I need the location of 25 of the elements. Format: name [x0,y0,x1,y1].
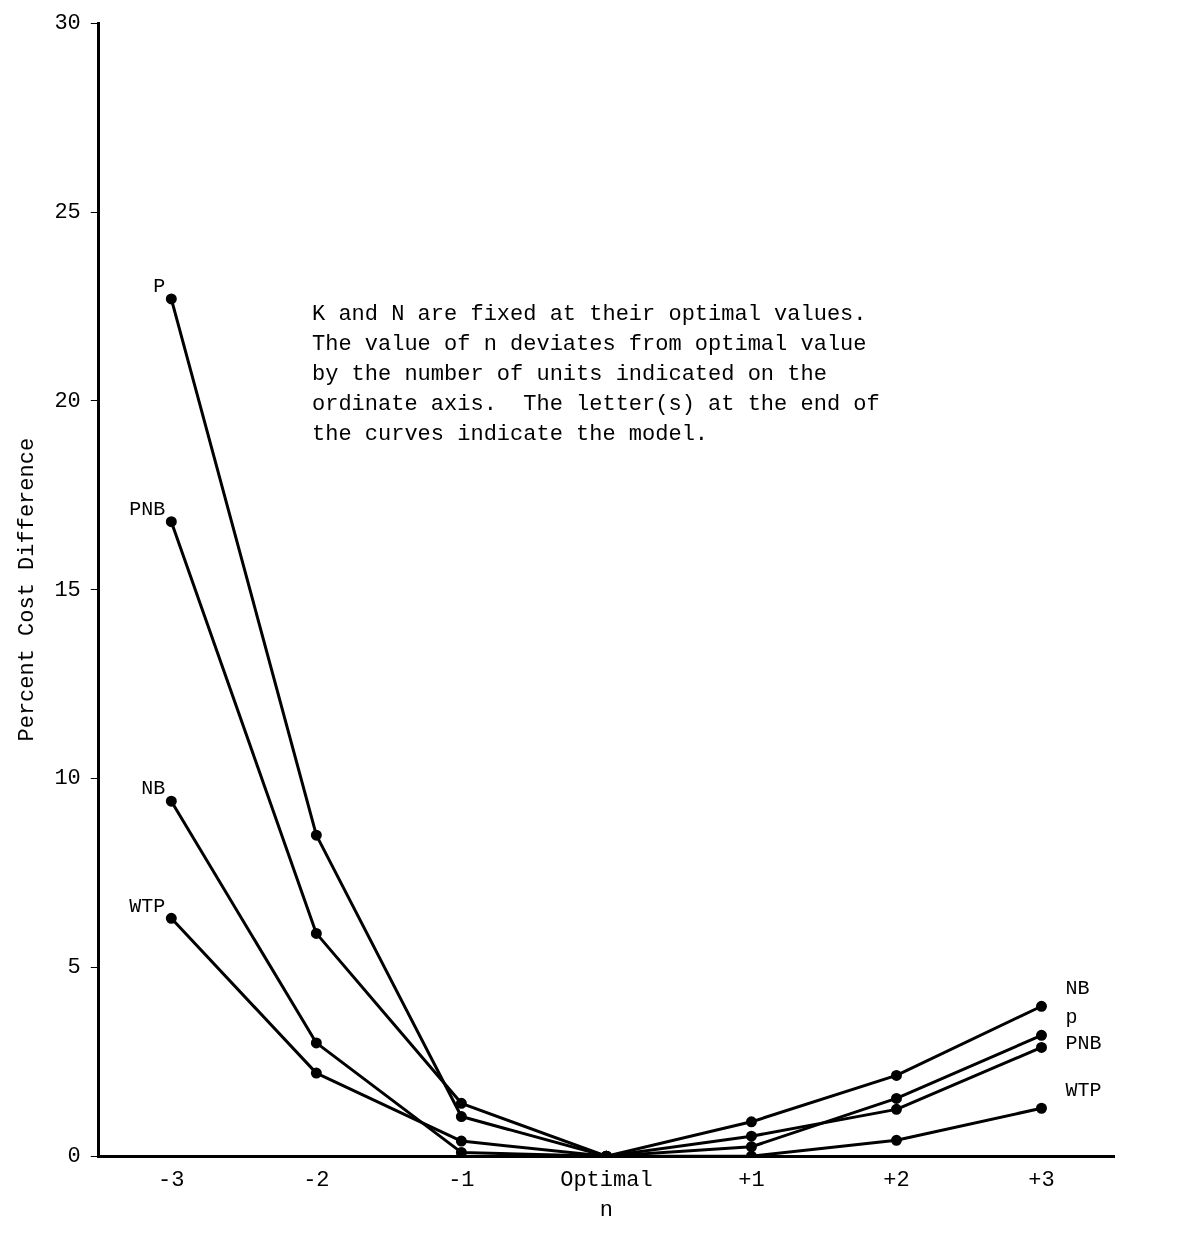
y-tick-label: 5 [67,955,81,981]
y-tick-label: 20 [54,388,81,414]
y-tick-label: 25 [54,199,81,225]
annotation: WTP [1065,1078,1102,1102]
series-label: P [153,275,166,299]
x-tick-label: +2 [883,1168,910,1194]
y-axis-title: Percent Cost Difference [15,437,41,742]
x-tick-label: -1 [448,1168,475,1194]
y-tick-label: 10 [54,766,81,792]
annotation: NB [1065,976,1090,1000]
x-tick-label: Optimal [560,1168,653,1194]
y-tick-label: 30 [54,11,81,37]
annotation: K and N are fixed at their optimal values. The value of n deviates from optimal value by the number of units indicated on the ordinate axis. The letter(s) at the end of the curves indicate the model. [312,301,880,449]
annotation: p [1065,1005,1078,1029]
x-tick-label: -2 [303,1168,330,1194]
y-tick-label: 15 [54,577,81,603]
series-label: PNB [129,498,166,522]
annotation: PNB [1065,1031,1102,1055]
series-label: NB [141,777,166,801]
x-tick-label: +3 [1028,1168,1055,1194]
x-tick-label: -3 [158,1168,185,1194]
y-tick-label: 0 [67,1144,81,1170]
x-tick-label: +1 [738,1168,765,1194]
x-axis-title: n [599,1197,613,1223]
series-label: WTP [129,894,166,918]
